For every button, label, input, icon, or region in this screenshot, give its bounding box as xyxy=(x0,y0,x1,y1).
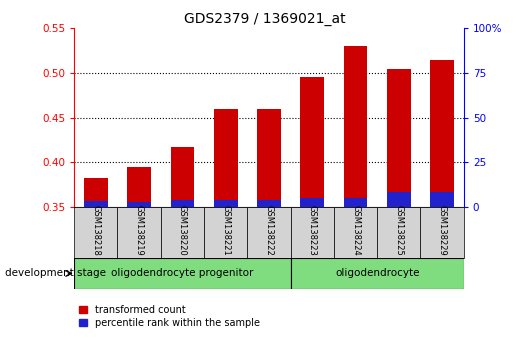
Text: GSM138225: GSM138225 xyxy=(394,205,403,256)
Bar xyxy=(171,200,195,207)
Text: oligodendrocyte: oligodendrocyte xyxy=(335,268,419,279)
Text: GSM138219: GSM138219 xyxy=(135,205,144,256)
Bar xyxy=(343,46,367,207)
Text: GSM138223: GSM138223 xyxy=(308,205,317,256)
Text: GSM138220: GSM138220 xyxy=(178,205,187,256)
Text: development stage: development stage xyxy=(5,268,107,279)
FancyBboxPatch shape xyxy=(74,207,118,258)
Bar xyxy=(257,109,281,207)
Text: GSM138229: GSM138229 xyxy=(438,205,447,256)
Text: GSM138218: GSM138218 xyxy=(91,205,100,256)
Legend: transformed count, percentile rank within the sample: transformed count, percentile rank withi… xyxy=(79,305,260,328)
Bar xyxy=(214,200,237,207)
Bar xyxy=(430,59,454,207)
FancyBboxPatch shape xyxy=(334,207,377,258)
Bar xyxy=(214,109,237,207)
Text: oligodendrocyte progenitor: oligodendrocyte progenitor xyxy=(111,268,253,279)
Text: GSM138221: GSM138221 xyxy=(221,205,230,256)
FancyBboxPatch shape xyxy=(377,207,420,258)
Bar xyxy=(127,202,151,207)
Bar xyxy=(387,192,411,207)
FancyBboxPatch shape xyxy=(74,258,290,289)
FancyBboxPatch shape xyxy=(204,207,248,258)
FancyBboxPatch shape xyxy=(290,207,334,258)
Bar xyxy=(257,200,281,207)
Text: GDS2379 / 1369021_at: GDS2379 / 1369021_at xyxy=(184,12,346,27)
Text: GSM138222: GSM138222 xyxy=(264,205,273,256)
FancyBboxPatch shape xyxy=(118,207,161,258)
FancyBboxPatch shape xyxy=(290,258,464,289)
Bar xyxy=(343,198,367,207)
Bar xyxy=(84,178,108,207)
Bar xyxy=(387,69,411,207)
FancyBboxPatch shape xyxy=(420,207,464,258)
Bar xyxy=(171,147,195,207)
Bar xyxy=(301,198,324,207)
Bar xyxy=(127,167,151,207)
Bar xyxy=(430,192,454,207)
FancyBboxPatch shape xyxy=(248,207,290,258)
Bar xyxy=(301,78,324,207)
FancyBboxPatch shape xyxy=(161,207,204,258)
Bar xyxy=(84,201,108,207)
Text: GSM138224: GSM138224 xyxy=(351,205,360,256)
